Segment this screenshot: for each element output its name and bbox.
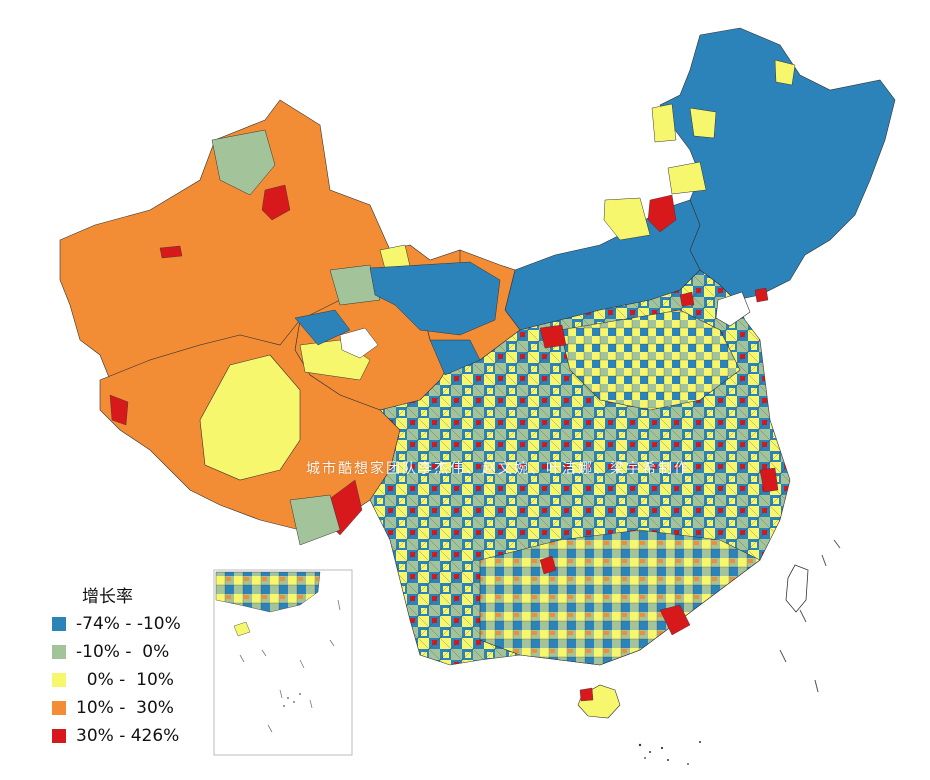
bohai-sea [715,291,751,327]
legend-item: 30% - 426% [52,722,222,750]
legend-items: -74% - -10% -10% - 0% 0% - 10% 10% - 30% 30… [52,610,222,750]
legend-swatch [52,701,66,715]
legend-item: 10% - 30% [52,694,222,722]
legend-label: -74% - -10% [76,614,181,634]
south-china-sea-inset [213,569,353,756]
legend-item: -10% - 0% [52,638,222,666]
region-south [479,529,761,666]
green-patches [211,129,381,546]
legend-label: -10% - 0% [76,642,170,662]
sea-islands [638,741,701,765]
region-tibet-yellow [199,354,301,481]
legend-label: 0% - 10% [76,670,174,690]
legend-item: -74% - -10% [52,610,222,638]
legend-swatch [52,645,66,659]
region-taiwan [785,564,809,613]
nine-dash-lines [779,539,841,693]
qinghai-lake-blank [339,327,379,359]
legend-item: 0% - 10% [52,666,222,694]
legend-swatch [52,617,66,631]
watermark-credit: 城市酷想家团队李杰伟、赵文婉、叶洁娜、梁宇希制作 [306,461,690,477]
high-growth-spots [109,184,779,702]
legend-label: 30% - 426% [76,726,180,746]
legend: 增长率 -74% - -10% -10% - 0% 0% - 10% 10% - 3… [52,582,222,750]
legend-title: 增长率 [82,587,133,607]
legend-label: 10% - 30% [76,698,174,718]
legend-swatch [52,729,66,743]
region-central [559,309,741,411]
west-blue-patches [294,261,501,376]
legend-swatch [52,673,66,687]
